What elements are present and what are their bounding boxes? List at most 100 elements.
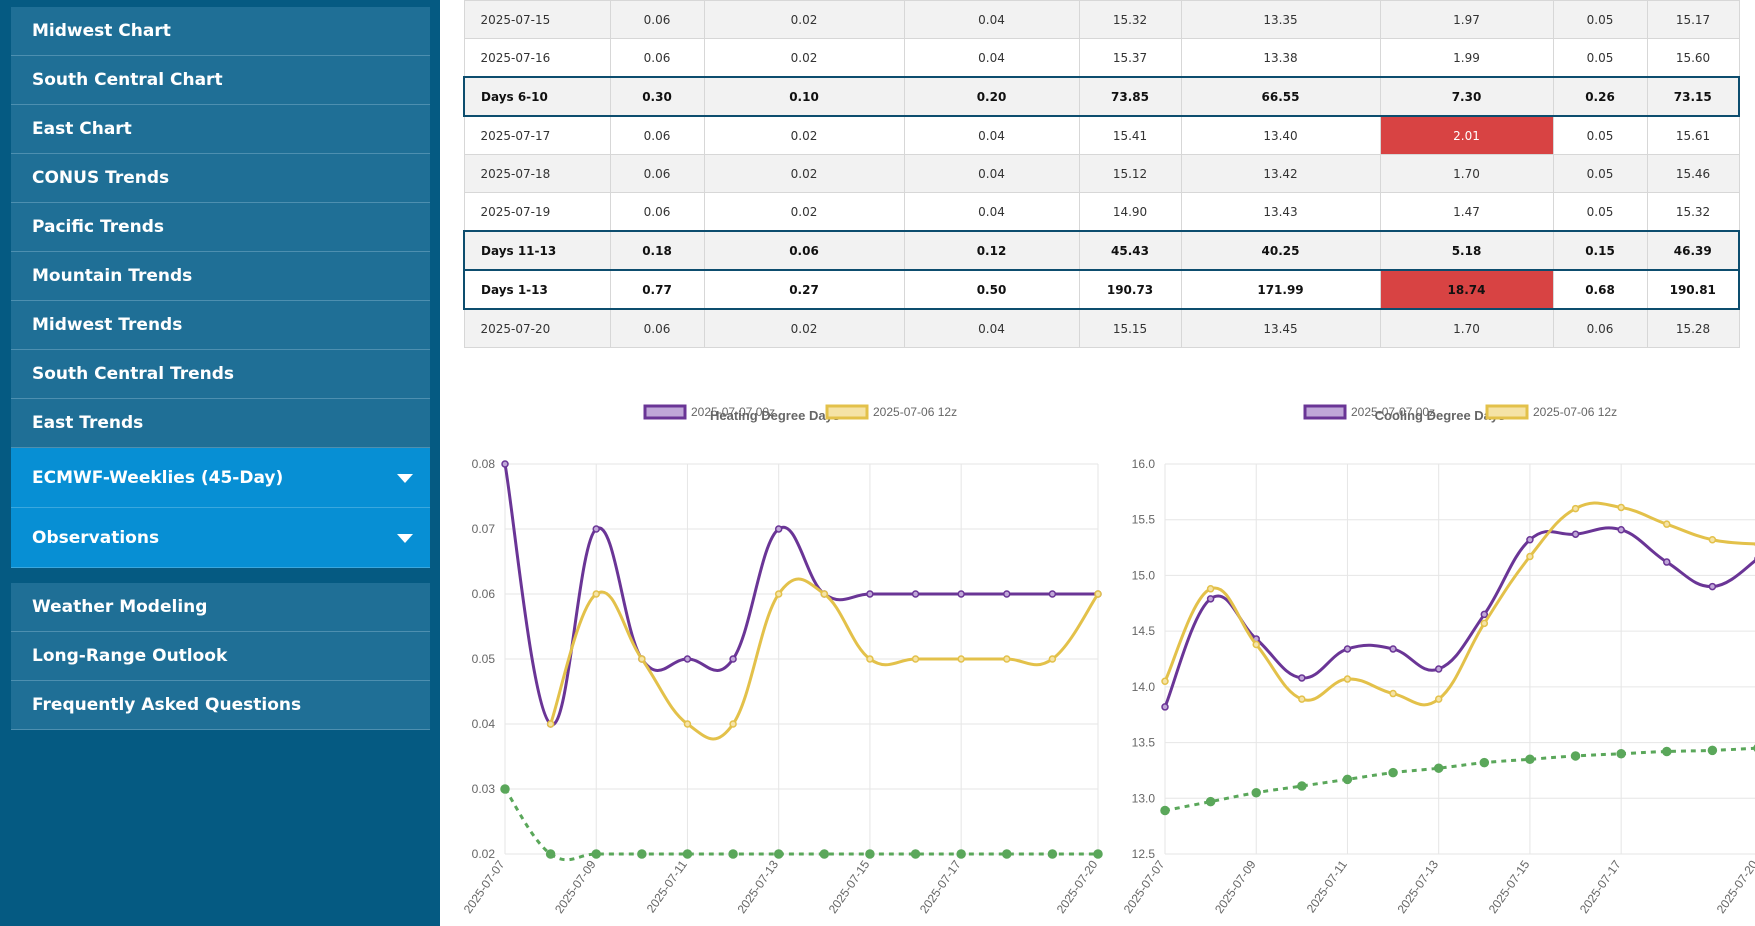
data-point xyxy=(592,590,600,598)
x-tick-label: 2025-07-13 xyxy=(1394,857,1441,916)
x-tick-label: 2025-07-09 xyxy=(552,857,599,916)
value-cell: 7.30 xyxy=(1379,76,1554,117)
y-tick-label: 13.5 xyxy=(1132,736,1156,750)
value-cell: 0.06 xyxy=(1552,308,1648,348)
sidebar-item-weather-modeling[interactable]: Weather Modeling xyxy=(11,583,430,632)
chevron-down-icon[interactable] xyxy=(397,534,413,543)
value-cell: 66.55 xyxy=(1180,76,1381,117)
hdd-chart-title: Heating Degree Days xyxy=(709,408,841,423)
sidebar-nav-primary: Midwest Chart South Central Chart East Cha… xyxy=(11,7,430,568)
value-cell: 1.99 xyxy=(1379,38,1554,78)
sidebar-item-long-range-outlook[interactable]: Long-Range Outlook xyxy=(11,632,430,681)
data-point xyxy=(682,849,693,859)
value-cell: 1.70 xyxy=(1379,308,1554,348)
value-cell: 0.05 xyxy=(1552,154,1648,193)
sidebar-item-ecmwf-weeklies-45-day[interactable]: ECMWF-Weeklies (45-Day) xyxy=(11,448,430,508)
forecast-table: 2025-07-15 0.06 0.02 0.04 15.32 13.35 1.97 0.05… xyxy=(463,0,1740,348)
sidebar-item-label: ECMWF-Weeklies (45-Day) xyxy=(32,468,284,488)
value-cell: 0.02 xyxy=(703,38,905,78)
sidebar-item-mountain-trends[interactable]: Mountain Trends xyxy=(11,252,430,301)
x-tick-label: 2025-07-11 xyxy=(1304,857,1350,915)
data-point xyxy=(545,849,556,859)
x-tick-label: 2025-07-09 xyxy=(1212,857,1259,916)
y-tick-label: 0.06 xyxy=(472,587,496,601)
sidebar-item-label: Midwest Chart xyxy=(32,21,171,41)
series-line-2 xyxy=(1164,746,1755,813)
data-point xyxy=(637,849,647,859)
data-point xyxy=(911,590,920,598)
data-point xyxy=(1480,619,1489,628)
sidebar: Midwest Chart South Central Chart East Cha… xyxy=(0,0,440,926)
table-row: 2025-07-17 0.06 0.02 0.04 15.41 13.40 2.01 0.05… xyxy=(463,115,1740,155)
y-tick-label: 0.05 xyxy=(472,652,496,666)
value-cell: 1.47 xyxy=(1379,192,1554,232)
row-label-cell: 2025-07-15 xyxy=(463,0,611,39)
y-tick-label: 14.5 xyxy=(1132,624,1156,638)
value-cell: 0.05 xyxy=(1552,192,1648,232)
row-label-cell: 2025-07-20 xyxy=(463,308,611,348)
value-cell: 15.61 xyxy=(1646,115,1740,155)
y-tick-label: 0.08 xyxy=(472,457,496,471)
value-cell: 15.32 xyxy=(1646,192,1740,232)
data-point xyxy=(592,525,600,533)
data-point xyxy=(1571,530,1580,538)
y-tick-label: 0.04 xyxy=(472,717,496,731)
value-cell: 0.06 xyxy=(609,38,705,78)
row-label-cell: 2025-07-17 xyxy=(463,115,611,155)
data-point xyxy=(729,720,737,728)
data-point xyxy=(1298,674,1306,682)
row-label-cell: 2025-07-19 xyxy=(463,192,611,232)
data-point xyxy=(1251,787,1261,798)
table-row: 2025-07-19 0.06 0.02 0.04 14.90 13.43 1.47 0.05… xyxy=(463,192,1740,232)
sidebar-item-midwest-trends[interactable]: Midwest Trends xyxy=(11,301,430,350)
value-cell: 0.05 xyxy=(1552,115,1648,155)
value-cell: 0.04 xyxy=(903,192,1080,232)
value-cell: 13.40 xyxy=(1180,115,1381,155)
chevron-down-icon[interactable] xyxy=(397,474,413,483)
y-tick-label: 15.5 xyxy=(1132,513,1156,527)
data-point xyxy=(1663,558,1671,566)
data-point xyxy=(1094,590,1102,598)
x-tick-label: 2025-07-13 xyxy=(734,857,781,916)
data-point xyxy=(774,525,783,533)
table-row: 2025-07-18 0.06 0.02 0.04 15.12 13.42 1.70 0.05… xyxy=(463,154,1740,193)
data-point xyxy=(820,590,829,598)
y-tick-label: 15.0 xyxy=(1132,568,1156,582)
value-cell: 14.90 xyxy=(1078,192,1182,232)
data-point xyxy=(1708,582,1717,591)
data-point xyxy=(1048,590,1057,598)
sidebar-item-south-central-chart[interactable]: South Central Chart xyxy=(11,56,430,105)
sidebar-item-label: Observations xyxy=(32,528,160,548)
sidebar-item-conus-trends[interactable]: CONUS Trends xyxy=(11,154,430,203)
data-point xyxy=(773,849,784,859)
sidebar-item-south-central-trends[interactable]: South Central Trends xyxy=(11,350,430,399)
data-point xyxy=(1002,849,1012,859)
data-point xyxy=(1526,552,1534,561)
row-label-cell: 2025-07-16 xyxy=(463,38,611,78)
y-tick-label: 13.0 xyxy=(1132,791,1156,805)
sidebar-item-frequently-asked-questions[interactable]: Frequently Asked Questions xyxy=(11,681,430,730)
sidebar-item-label: Long-Range Outlook xyxy=(32,646,228,666)
sidebar-item-pacific-trends[interactable]: Pacific Trends xyxy=(11,203,430,252)
data-point xyxy=(1571,504,1580,513)
x-tick-label: 2025-07-11 xyxy=(644,857,690,915)
sidebar-item-observations[interactable]: Observations xyxy=(11,508,430,568)
legend-swatch xyxy=(825,404,869,420)
sidebar-item-east-trends[interactable]: East Trends xyxy=(11,399,430,448)
value-cell: 0.06 xyxy=(609,308,705,348)
data-point xyxy=(500,784,510,794)
data-point xyxy=(683,655,692,663)
sidebar-item-label: East Chart xyxy=(32,119,132,139)
value-cell: 0.02 xyxy=(703,115,905,155)
sidebar-item-east-chart[interactable]: East Chart xyxy=(11,105,430,154)
value-cell: 0.06 xyxy=(609,0,705,39)
y-tick-label: 12.5 xyxy=(1132,847,1156,861)
value-cell: 13.45 xyxy=(1180,308,1381,348)
value-cell: 0.06 xyxy=(609,192,705,232)
table-row: 2025-07-20 0.06 0.02 0.04 15.15 13.45 1.70 0.06… xyxy=(463,308,1740,348)
value-cell: 73.15 xyxy=(1646,76,1740,117)
sidebar-item-midwest-chart[interactable]: Midwest Chart xyxy=(11,7,430,56)
value-cell: 15.60 xyxy=(1646,38,1740,78)
data-point xyxy=(1434,665,1443,673)
value-cell: 73.85 xyxy=(1078,76,1182,117)
